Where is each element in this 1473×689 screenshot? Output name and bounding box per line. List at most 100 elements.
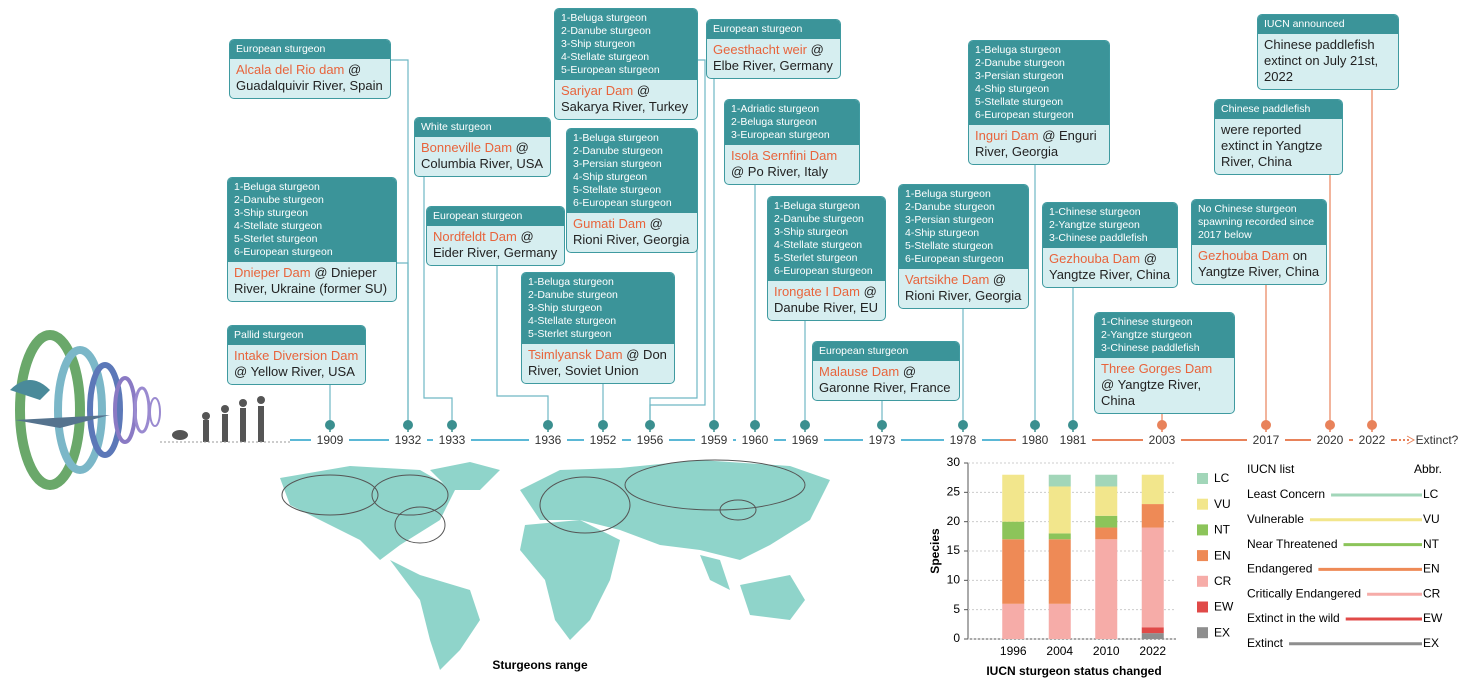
event-location: @ Guadalquivir River, Spain	[236, 62, 383, 93]
header-line: 1-Beluga sturgeon	[528, 276, 614, 288]
header-line: 5-European sturgeon	[561, 64, 660, 76]
iucn-name: Extinct	[1247, 636, 1284, 650]
dam-name: Isola Sernfini Dam	[731, 148, 838, 163]
header-line: 2-Danube sturgeon	[975, 57, 1065, 69]
event-location: @ Dnieper River, Ukraine (former SU)	[234, 265, 388, 296]
header-line: European sturgeon	[819, 345, 909, 357]
header-line: 1-Chinese sturgeon	[1049, 206, 1141, 218]
event-body: Dnieper Dam @ Dnieper River, Ukraine (fo…	[228, 262, 396, 301]
year-label-bg	[311, 432, 349, 448]
event-body: Alcala del Rio dam @ Guadalquivir River,…	[230, 59, 390, 98]
year-label-bg	[389, 432, 427, 448]
event-header: European sturgeon	[813, 342, 959, 361]
header-line: 2-Danube sturgeon	[774, 213, 864, 225]
header-line: 3-Chinese paddlefish	[1049, 232, 1148, 244]
legend-label: EW	[1214, 600, 1234, 614]
year-label-bg	[631, 432, 669, 448]
iucn-abbr: LC	[1423, 487, 1439, 501]
year-dot	[750, 420, 760, 430]
connector-line	[649, 59, 706, 425]
event-header: IUCN announced	[1258, 15, 1398, 34]
legend-label: VU	[1214, 497, 1231, 511]
year-label-bg	[584, 432, 622, 448]
x-tick-label: 2022	[1139, 644, 1166, 658]
year-dot	[1325, 420, 1335, 430]
iucn-abbr: EX	[1423, 636, 1439, 650]
event-card: European sturgeon Alcala del Rio dam @ Gu…	[230, 40, 390, 98]
dam-name: Tsimlyansk Dam	[528, 347, 623, 362]
bar-segment	[1141, 633, 1164, 639]
event-card: 1-Beluga sturgeon 2-Danube sturgeon 3-Pers…	[567, 129, 697, 252]
header-line: 4-Stellate sturgeon	[774, 239, 863, 251]
header-line: 6-European sturgeon	[774, 265, 873, 277]
year-label: 1952	[590, 433, 617, 447]
header-line: 2-Danube sturgeon	[905, 201, 995, 213]
year-label: 1969	[792, 433, 819, 447]
header-line: European sturgeon	[433, 210, 523, 222]
y-tick-label: 25	[947, 485, 961, 499]
y-axis-label: Species	[928, 528, 942, 574]
iucn-abbr: EN	[1423, 562, 1440, 576]
connectors	[329, 59, 1373, 425]
header-line: 2-Yangtze sturgeon	[1049, 219, 1140, 231]
year-label: 1981	[1060, 433, 1087, 447]
legend-swatch	[1197, 627, 1208, 639]
event-body: Tsimlyansk Dam @ Don River, Soviet Union	[522, 344, 674, 383]
year-label: 1980	[1022, 433, 1049, 447]
year-label-bg	[433, 432, 471, 448]
year-dot	[958, 420, 968, 430]
year-label: 1936	[535, 433, 562, 447]
year-label: 1978	[950, 433, 977, 447]
year-label: 1956	[637, 433, 664, 447]
legend-label: EX	[1214, 625, 1230, 639]
year-label: 1960	[742, 433, 769, 447]
legend-swatch	[1197, 498, 1208, 510]
header-line: 6-European sturgeon	[905, 253, 1004, 265]
event-header: No Chinese sturgeon spawning recorded si…	[1192, 200, 1326, 245]
header-line: 4-Stellate sturgeon	[234, 220, 323, 232]
y-tick-label: 0	[953, 631, 960, 645]
event-card: 1-Beluga sturgeon 2-Danube sturgeon 3-Ship…	[522, 273, 674, 383]
year-dot	[877, 420, 887, 430]
event-body: Geesthacht weir @ Elbe River, Germany	[707, 39, 840, 78]
year-label-bg	[1353, 432, 1391, 448]
header-line: 3-Ship sturgeon	[774, 226, 849, 238]
header-line: 3-Persian sturgeon	[573, 158, 662, 170]
event-card: European sturgeon Malause Dam @ Garonne R…	[813, 342, 959, 400]
header-line: 3-Ship sturgeon	[234, 207, 309, 219]
header-line: 5-Sterlet sturgeon	[234, 233, 318, 245]
bar-segment	[1002, 474, 1025, 522]
event-header: Chinese paddlefish	[1215, 100, 1342, 119]
header-line: 5-Stellate sturgeon	[905, 240, 994, 252]
year-label-bg	[1054, 432, 1092, 448]
event-location: @ Sakarya River, Turkey	[561, 83, 689, 114]
connector-line	[396, 262, 409, 425]
dam-name: Alcala del Rio dam	[236, 62, 345, 77]
event-header: European sturgeon	[230, 40, 390, 59]
year-dot	[800, 420, 810, 430]
event-location: @ Rioni River, Georgia	[905, 272, 1022, 303]
event-location: @ Don River, Soviet Union	[528, 347, 667, 378]
header-line: 6-European sturgeon	[975, 109, 1074, 121]
event-location: were reported extinct in Yangtze River, …	[1221, 122, 1323, 169]
year-dot	[1261, 420, 1271, 430]
header-line: 4-Stellate sturgeon	[561, 51, 650, 63]
year-label: 2017	[1253, 433, 1280, 447]
header-line: 3-Chinese paddlefish	[1101, 342, 1200, 354]
header-line: 1-Beluga sturgeon	[905, 188, 991, 200]
header-line: 2-Beluga sturgeon	[731, 116, 817, 128]
header-line: 3-Ship sturgeon	[561, 38, 636, 50]
dam-name: Malause Dam	[819, 364, 900, 379]
header-line: 1-Chinese sturgeon	[1101, 316, 1193, 328]
year-dot	[1367, 420, 1377, 430]
header-line: 6-European sturgeon	[573, 197, 672, 209]
iucn-abbr: VU	[1423, 512, 1440, 526]
event-card: 1-Beluga sturgeon 2-Danube sturgeon 3-Ship…	[555, 9, 697, 119]
event-header: 1-Beluga sturgeon 2-Danube sturgeon 3-Ship…	[522, 273, 674, 344]
legend-label: EN	[1214, 548, 1231, 562]
x-tick-label: 1996	[1000, 644, 1027, 658]
year-label-bg	[1016, 432, 1054, 448]
header-line: 5-Stellate sturgeon	[975, 96, 1064, 108]
event-card: IUCN announced Chinese paddlefish extinct…	[1258, 15, 1398, 89]
